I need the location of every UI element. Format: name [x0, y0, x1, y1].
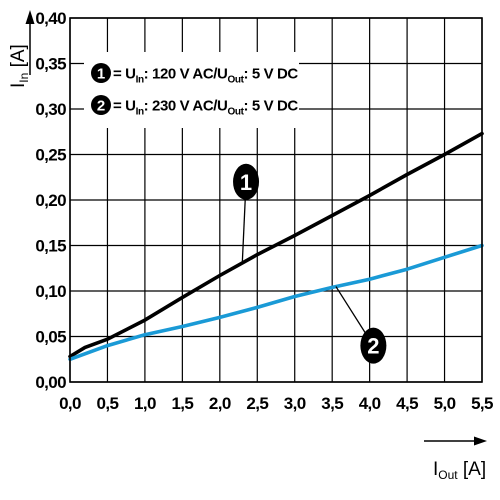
x-tick-label: 3,0 [284, 394, 306, 413]
x-tick-label: 2,0 [209, 394, 231, 413]
y-tick-label: 0,35 [35, 55, 66, 74]
legend-box [84, 52, 299, 128]
x-tick-label: 4,5 [396, 394, 418, 413]
y-axis-label-main: I [8, 83, 29, 88]
legend-marker-2 [91, 95, 111, 115]
legend-text-sub1: In [136, 75, 144, 86]
x-tick-labels: 0,0 0,5 1,0 1,5 2,0 2,5 3,0 3,5 4,0 4,5 5,0 5,5 [59, 394, 494, 413]
marker-label: 1 [240, 170, 252, 195]
x-axis-label-unit: [A] [458, 459, 487, 480]
x-tick-label: 5,0 [434, 394, 456, 413]
y-tick-label: 0,05 [35, 328, 66, 347]
legend-text-sub2: Out [228, 75, 245, 86]
series-layer [68, 131, 484, 362]
series-markers: 12 [233, 163, 387, 364]
x-axis-arrow-head [474, 436, 487, 446]
x-axis-label-sub: Out [438, 468, 458, 482]
x-tick-label: 5,5 [471, 394, 493, 413]
marker-bubble [360, 327, 387, 364]
legend-marker-label: 2 [97, 98, 105, 115]
x-tick-label: 0,5 [97, 394, 119, 413]
x-tick-label: 3,5 [321, 394, 343, 413]
y-tick-label: 0,10 [35, 282, 66, 301]
y-axis-label: IIn [A] [8, 44, 31, 88]
marker-bubble [233, 163, 260, 200]
y-tick-label: 0,30 [35, 100, 66, 119]
legend-marker-label: 1 [97, 66, 105, 83]
legend-text-post: : 5 V DC [244, 98, 299, 115]
plot-border [69, 17, 483, 383]
legend-text-post: : 5 V DC [244, 66, 299, 83]
series-line-1 [68, 131, 484, 359]
series-line-2 [68, 243, 484, 362]
y-tick-label: 0,15 [35, 237, 66, 256]
legend-entry-1: = UIn: 120 V AC/UOut: 5 V DC [113, 66, 298, 86]
x-axis-label: IOut [A] [433, 459, 486, 482]
x-tick-label: 2,5 [246, 394, 268, 413]
y-axis-arrow-head [25, 10, 35, 24]
marker-label: 2 [367, 334, 379, 359]
legend: 1 = UIn: 120 V AC/UOut: 5 V DC2 = UIn: 2… [84, 52, 299, 128]
y-tick-labels: 0,00 0,05 0,10 0,15 0,20 0,25 0,30 0,35 0,40 [35, 9, 66, 392]
y-tick-label: 0,25 [35, 146, 66, 165]
plot-frame [69, 17, 483, 383]
x-tick-label: 0,0 [59, 394, 81, 413]
y-tick-label: 0,20 [35, 191, 66, 210]
x-tick-label: 4,0 [359, 394, 381, 413]
legend-marker-1 [91, 63, 111, 83]
x-axis-label-main: I [433, 459, 438, 480]
legend-text-pre: = U [113, 98, 136, 115]
x-axis-label-group: IOut [A] [424, 436, 487, 482]
y-tick-label: 0,00 [35, 373, 66, 392]
legend-text-pre: = U [113, 66, 136, 83]
y-tick-label: 0,40 [35, 9, 66, 28]
legend-text-sub1: In [136, 107, 144, 118]
legend-entry-2: = UIn: 230 V AC/UOut: 5 V DC [113, 98, 298, 118]
y-axis-label-sub: In [17, 73, 31, 83]
x-tick-label: 1,0 [134, 394, 156, 413]
y-axis-label-unit: [A] [8, 44, 29, 73]
legend-text-mid: : 120 V AC/U [144, 66, 228, 83]
legend-text-mid: : 230 V AC/U [144, 98, 228, 115]
y-axis-label-group: IIn [A] [8, 10, 35, 88]
legend-text-sub2: Out [228, 107, 245, 118]
x-tick-label: 1,5 [171, 394, 193, 413]
